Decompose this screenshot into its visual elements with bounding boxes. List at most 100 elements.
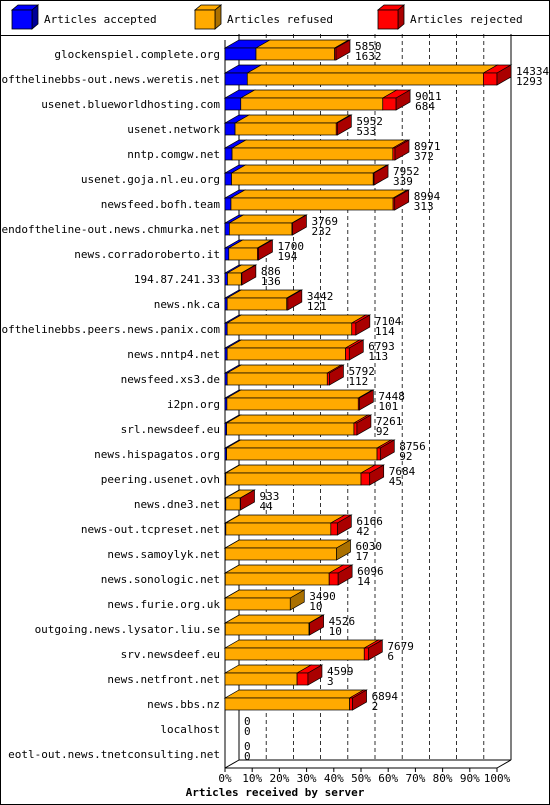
bar-refused [224, 697, 350, 711]
category-label: 194.87.241.33 [134, 273, 220, 286]
bar-accepted [224, 197, 232, 211]
bar-end-face [379, 439, 395, 461]
category-label: i2pn.org [167, 398, 220, 411]
accepted-value-label: 44 [260, 500, 274, 513]
bar-rejected [376, 447, 381, 461]
accepted-value-label: 3 [327, 675, 334, 688]
accepted-value-label: 2 [372, 700, 379, 713]
accepted-value-label: 14 [357, 575, 371, 588]
total-value-label: 6894 [372, 690, 399, 703]
bar-refused [226, 447, 378, 461]
accepted-value-label: 1293 [516, 75, 543, 88]
total-value-label: 8971 [414, 140, 441, 153]
bar-accepted [224, 72, 248, 86]
total-value-label: 4526 [329, 615, 356, 628]
bar-top-refused [254, 39, 350, 49]
category-label: usenet.network [127, 123, 220, 136]
legend-swatch-refused [194, 9, 216, 30]
category-label: srv.newsdeef.eu [121, 648, 220, 661]
bar-end-face [336, 539, 351, 561]
bar-top-refused [224, 464, 377, 474]
bar-refused [255, 47, 335, 61]
x-tick-label-8: 80% [433, 772, 453, 785]
bar-rejected [328, 572, 339, 586]
total-value-label: 7261 [376, 415, 403, 428]
total-value-label: 8994 [414, 190, 441, 203]
accepted-value-label: 10 [309, 600, 322, 613]
category-label: news.furie.org.uk [107, 598, 220, 611]
category-label: nntp.comgw.net [127, 148, 220, 161]
category-label: glockenspiel.complete.org [54, 48, 220, 61]
total-value-label: 5850 [355, 40, 382, 53]
bar-top-refused [224, 514, 347, 524]
category-label: news.bbs.nz [147, 698, 220, 711]
category-label: news.sonologic.net [101, 573, 220, 586]
x-tick-label-5: 50% [351, 772, 371, 785]
bar-refused [225, 497, 241, 511]
bar-refused [224, 672, 298, 686]
bar-end-face [241, 264, 257, 286]
bar-refused [226, 297, 288, 311]
accepted-value-label: 45 [389, 475, 402, 488]
accepted-value-label: 121 [307, 300, 327, 313]
total-value-label: 6030 [356, 540, 383, 553]
x-tick-label-4: 40% [324, 772, 344, 785]
bar-accepted [224, 122, 236, 136]
total-value-label: 7679 [387, 640, 414, 653]
total-value-label: 6166 [356, 515, 383, 528]
legend-swatch-accepted [11, 9, 33, 30]
bar-end-face [337, 564, 353, 586]
bar-end-face [287, 289, 303, 311]
accepted-value-label: 17 [356, 550, 369, 563]
total-value-label: 6096 [357, 565, 384, 578]
total-value-label: 886 [261, 265, 281, 278]
bar-end-face [309, 614, 324, 636]
bar-accepted [224, 272, 228, 286]
accepted-value-label: 112 [348, 375, 368, 388]
bar-top-refused [225, 314, 368, 324]
total-value-label: 933 [260, 490, 280, 503]
x-tick-label-0: 0% [218, 772, 232, 785]
category-label: endofthelinebbs.peers.news.panix.com [0, 323, 220, 336]
total-value-label: 9011 [415, 90, 442, 103]
accepted-value-label: 10 [329, 625, 342, 638]
bar-end-face [352, 689, 367, 711]
bar-accepted [224, 97, 242, 111]
category-label: newsfeed.xs3.de [121, 373, 220, 386]
x-tick-label-3: 30% [297, 772, 317, 785]
bar-end-face [356, 414, 372, 436]
category-label: localhost [160, 723, 220, 736]
bar-refused [226, 347, 346, 361]
category-label: news.netfront.net [107, 673, 220, 686]
bar-refused [224, 547, 337, 561]
accepted-value-label: 136 [261, 275, 281, 288]
bar-accepted [224, 222, 230, 236]
x-tick-labels: 0% 10% 20% 30% 40% 50% 60% 70% 80% 90% 100% [218, 768, 511, 785]
bar-refused [224, 572, 330, 586]
bar-refused [227, 272, 242, 286]
bar-top-refused [225, 389, 374, 399]
bar-refused [230, 197, 394, 211]
accepted-value-label: 101 [378, 400, 398, 413]
bar-top-refused [223, 539, 352, 549]
bar-top-refused [233, 114, 352, 124]
category-label: peering.usenet.ovh [101, 473, 220, 486]
category-label: usenet.blueworldhosting.com [41, 98, 220, 111]
x-tick-label-7: 70% [405, 772, 425, 785]
total-value-label: 7952 [393, 165, 420, 178]
bar-refused [240, 97, 384, 111]
bar-refused [225, 522, 332, 536]
bar-rejected [483, 72, 498, 86]
bar-refused [226, 397, 359, 411]
total-value-label: 4599 [327, 665, 354, 678]
bar-rejected [351, 322, 357, 336]
category-label: srl.newsdeef.eu [121, 423, 220, 436]
x-axis-title: Articles received by server [186, 786, 365, 799]
category-labels: glockenspiel.complete.org endofthelinebbs… [0, 48, 220, 761]
bar-top-refused [223, 614, 325, 624]
accepted-value-label: 0 [244, 725, 251, 738]
bars [223, 39, 513, 711]
bar-refused [246, 72, 484, 86]
